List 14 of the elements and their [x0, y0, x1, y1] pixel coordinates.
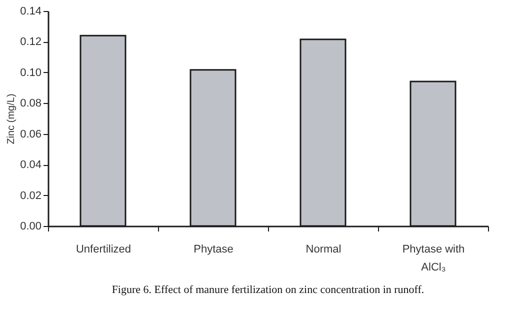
- y-tick-label: 0.02: [20, 190, 42, 202]
- y-tick-label: 0.12: [20, 36, 42, 48]
- y-tick-label: 0.08: [20, 98, 42, 110]
- y-tick-label: 0.00: [20, 220, 42, 232]
- x-tick-label: Unfertilized: [76, 244, 132, 256]
- y-tick-label: 0.14: [20, 6, 42, 18]
- y-tick-label: 0.04: [20, 159, 42, 172]
- y-tick-label: 0.06: [20, 128, 42, 140]
- y-tick-label: 0.10: [20, 66, 42, 79]
- x-tick-label: Normal: [306, 244, 342, 256]
- text: Figure 6. Effect of manure fertilization on zinc concentration in runoff.: [112, 284, 424, 296]
- x-tick-label: Phytase with AlCl₃: [402, 244, 465, 274]
- y-axis-title: Zinc (mg/L): [6, 94, 18, 144]
- x-tick-label: Phytase: [194, 244, 234, 256]
